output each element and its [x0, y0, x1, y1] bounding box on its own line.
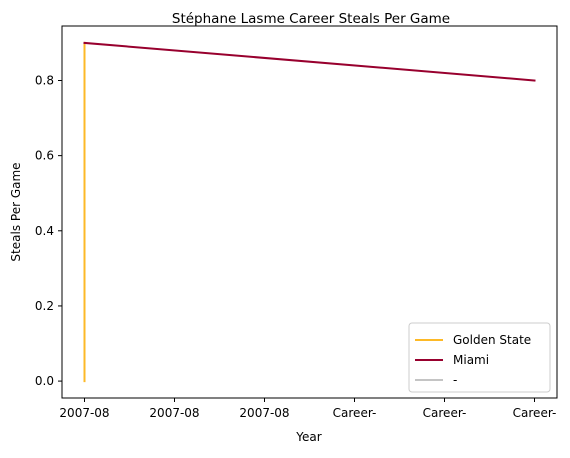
- legend-box: [408, 322, 551, 393]
- legend-label: Miami: [453, 353, 489, 367]
- legend: Golden State Miami -: [408, 322, 551, 393]
- y-axis-ticks: 0.0 0.2 0.4 0.6 0.8: [35, 73, 62, 388]
- x-tick-label: Career-: [513, 406, 557, 420]
- legend-label: -: [453, 373, 457, 387]
- x-tick-label: 2007-08: [59, 406, 109, 420]
- y-tick-label: 0.0: [35, 374, 54, 388]
- y-tick-label: 0.8: [35, 73, 54, 87]
- legend-label: Golden State: [453, 333, 531, 347]
- plot-lines: [83, 41, 536, 383]
- y-tick-label: 0.2: [35, 299, 54, 313]
- x-axis-ticks: 2007-08 2007-08 2007-08 Career- Career- Caree…: [59, 398, 556, 420]
- y-axis-label: Steals Per Game: [9, 162, 23, 261]
- series-line-1: [83, 41, 536, 82]
- chart-title: Stéphane Lasme Career Steals Per Game: [172, 11, 450, 27]
- y-tick-label: 0.6: [35, 149, 54, 163]
- x-tick-label: 2007-08: [149, 406, 199, 420]
- y-tick-label: 0.4: [35, 224, 54, 238]
- x-axis-label: Year: [295, 430, 321, 444]
- plot-frame: [61, 25, 558, 399]
- x-tick-label: Career-: [333, 406, 377, 420]
- x-tick-label: Career-: [423, 406, 467, 420]
- x-tick-label: 2007-08: [239, 406, 289, 420]
